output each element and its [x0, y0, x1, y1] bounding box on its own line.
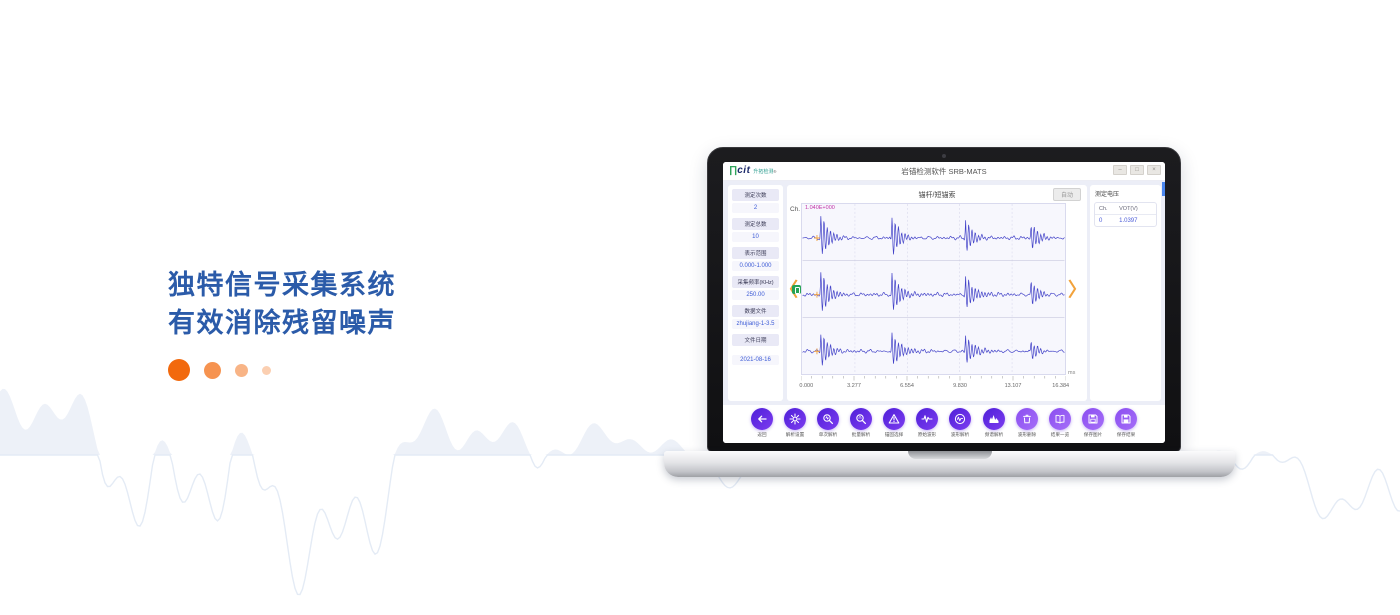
magnifier-multi-icon	[856, 414, 867, 425]
x-axis-ticks	[801, 376, 1066, 381]
x-tick-label: 16.384	[1052, 383, 1070, 389]
save-image-button[interactable]: 保存图片	[1078, 408, 1108, 438]
field-label: 测定次数	[732, 189, 779, 201]
brand-logo: ∏ cit 升拓检测 ®	[729, 165, 777, 176]
next-record-arrow[interactable]: 〉	[1068, 280, 1088, 301]
waveform-analysis-button[interactable]: 波形解析	[945, 408, 975, 438]
field-label: 数据文件	[732, 305, 779, 317]
app-titlebar: ∏ cit 升拓检测 ® 岩锚检测软件 SRB-MATS – □ ×	[723, 162, 1165, 181]
gear-icon	[789, 413, 801, 425]
hero-section: 独特信号采集系统 有效消除残留噪声	[168, 266, 396, 381]
voltage-table-header: Ch. VOT(V)	[1095, 203, 1156, 215]
window-title: 岩锚检测软件 SRB-MATS	[901, 167, 987, 176]
single-analysis-button[interactable]: 单次解析	[813, 408, 843, 438]
close-button[interactable]: ×	[1147, 165, 1161, 175]
spectrum-icon	[989, 415, 999, 423]
field-value: 0.000-1.000	[732, 261, 779, 271]
maximize-button[interactable]: □	[1130, 165, 1144, 175]
x-tick-label: 6.554	[900, 383, 914, 389]
field-label: 测定总数	[732, 218, 779, 230]
x-tick-label: 13.107	[1004, 383, 1022, 389]
raw-waveform-button[interactable]: 原始波形	[912, 408, 942, 438]
webcam-dot	[942, 154, 946, 158]
cell-channel: 0	[1099, 217, 1103, 224]
spectrum-analysis-button[interactable]: 频谱解析	[979, 408, 1009, 438]
settings-sidebar: 测定次数 2 测定总数 10 表示范围 0.000-1.000 采集频率(KHz…	[728, 185, 783, 401]
magnifier-wave-icon	[823, 414, 834, 425]
x-unit-label: ms	[1068, 370, 1076, 376]
trash-icon	[1022, 414, 1031, 424]
analysis-settings-button[interactable]: 解析设置	[780, 408, 810, 438]
results-overview-button[interactable]: 结果一览	[1045, 408, 1075, 438]
col-channel: Ch.	[1099, 205, 1108, 212]
arrow-left-icon	[758, 415, 767, 423]
warning-triangle-icon	[888, 414, 900, 424]
save-icon	[1121, 414, 1131, 424]
x-tick-label: 0.000	[799, 383, 814, 389]
carousel-dot-active[interactable]	[168, 359, 190, 381]
field-value: 10	[732, 232, 779, 242]
x-axis-labels: 0.000 3.277 6.554 9.830 13.107 16.384	[799, 383, 1070, 391]
chart-title: 锚杆/短锚索	[918, 192, 956, 199]
window-controls: – □ ×	[1113, 165, 1161, 175]
waveform-plot	[801, 203, 1066, 375]
hero-title-line2: 有效消除残留噪声	[168, 308, 396, 338]
field-value: 2021-08-16	[732, 355, 779, 365]
x-tick-label: 3.277	[847, 383, 861, 389]
waveform-chart-panel: 锚杆/短锚索 自动 Ch. 1.040E+000 0.000 3.277 6.5…	[787, 185, 1087, 401]
save-image-icon	[1088, 414, 1098, 424]
back-button[interactable]: 返回	[747, 408, 777, 438]
cell-voltage: 1.0397	[1119, 217, 1138, 224]
carousel-dot[interactable]	[235, 363, 248, 377]
chart-header: 锚杆/短锚索 自动	[787, 185, 1087, 201]
pulse-icon	[921, 415, 933, 423]
app-body: 测定次数 2 测定总数 10 表示范围 0.000-1.000 采集频率(KHz…	[723, 181, 1165, 405]
auto-button[interactable]: 自动	[1052, 188, 1081, 201]
carousel-dot[interactable]	[204, 361, 221, 379]
laptop-screen: ∏ cit 升拓检测 ® 岩锚检测软件 SRB-MATS – □ × 测定次数 2	[707, 147, 1181, 452]
voltage-table-row: 0 1.0397	[1095, 215, 1156, 226]
voltage-panel-header: 测定电压	[1095, 192, 1120, 198]
book-icon	[1055, 414, 1065, 424]
laptop-mockup: ∏ cit 升拓检测 ® 岩锚检测软件 SRB-MATS – □ × 测定次数 2	[664, 147, 1235, 479]
field-value: 2	[732, 203, 779, 213]
scrollbar-thumb[interactable]	[1162, 182, 1165, 196]
wave-circle-icon	[955, 413, 966, 425]
batch-analysis-button[interactable]: 批量解析	[846, 408, 876, 438]
hero-title-line1: 独特信号采集系统	[168, 270, 396, 300]
voltage-panel: 测定电压 Ch. VOT(V) 0 1.0397	[1090, 185, 1161, 401]
field-label: 文件日期	[732, 334, 779, 346]
minimize-button[interactable]: –	[1113, 165, 1127, 175]
laptop-base	[664, 451, 1235, 477]
field-label: 采集频率(KHz)	[732, 276, 779, 288]
app-window: ∏ cit 升拓检测 ® 岩锚检测软件 SRB-MATS – □ × 测定次数 2	[723, 162, 1165, 443]
carousel-dots	[168, 359, 396, 381]
channel-label: Ch.	[790, 206, 801, 213]
field-value: 250.00	[732, 290, 779, 300]
voltage-table: Ch. VOT(V) 0 1.0397	[1094, 202, 1157, 227]
anchor-select-button[interactable]: 锚固选择	[879, 408, 909, 438]
laptop-base-notch	[907, 451, 992, 459]
carousel-dot[interactable]	[262, 365, 271, 375]
logo-mark: ∏	[729, 165, 738, 176]
x-tick-label: 9.830	[953, 383, 967, 389]
col-voltage: VOT(V)	[1119, 205, 1138, 212]
bottom-toolbar: 返回 解析设置 单次解析 批量解析	[723, 405, 1165, 443]
marker-toggle-button[interactable]	[792, 285, 801, 294]
delete-waveform-button[interactable]: 波形删除	[1012, 408, 1042, 438]
save-results-button[interactable]: 保存结果	[1111, 408, 1141, 438]
peak-value-annotation: 1.040E+000	[805, 205, 835, 211]
field-value: zhujiang-1-3.5	[732, 319, 779, 329]
field-label: 表示范围	[732, 247, 779, 259]
